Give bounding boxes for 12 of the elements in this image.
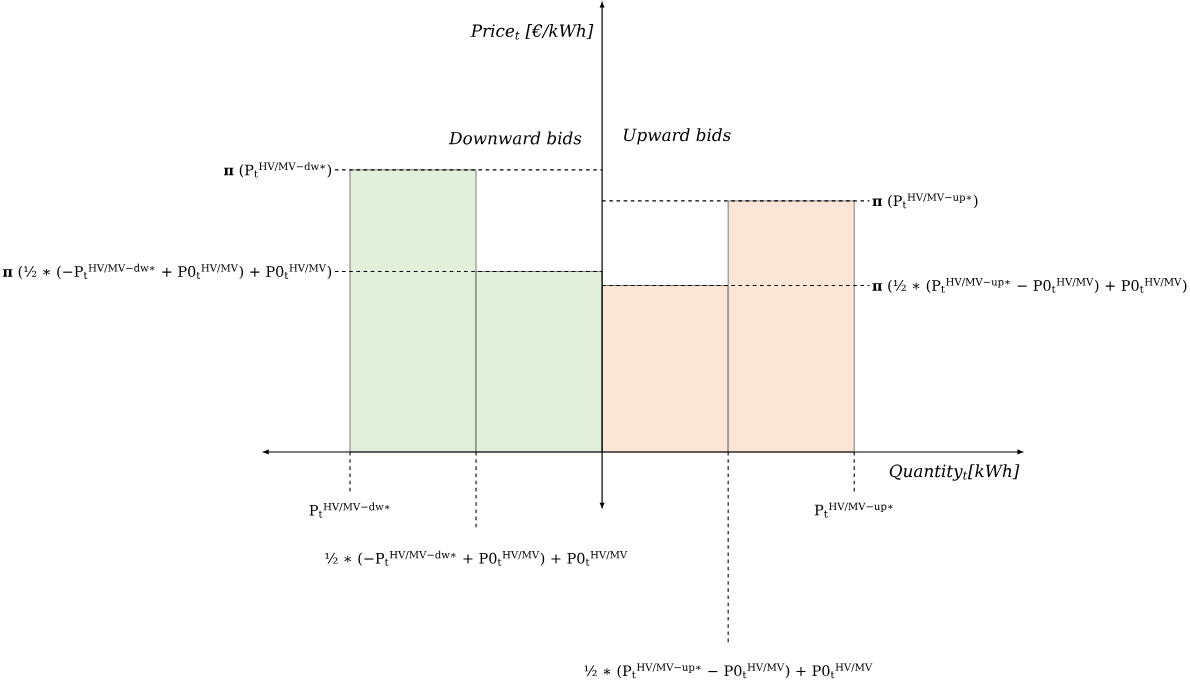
text: Upward bids — [624, 128, 731, 145]
text: π (½ ∗ (−P$_{t}$$^{HV/MV−dw∗}$ + P0$_{t}$$^{HV/MV}$) + P0$_{t}$$^{HV/MV}$) — [2, 263, 332, 279]
x-axis-title: Quantity$_{t}$[kWh] — [889, 464, 1020, 481]
text: ½ ∗ (P$_{t}$$^{HV/MV−up∗}$ − P0$_{t}$$^{HV/MV}$) + P0$_{t}$HV/MV — [584, 663, 873, 679]
text: Downward bids — [448, 131, 582, 145]
ref-line-label: π (P$_{t}$$^{HV/MV−up∗}$) — [872, 193, 978, 209]
text: ½ ∗ (−P$_{t}$$^{HV/MV−dw∗}$ + P0$_{t}$$^{HV/MV}$) + P0$_{t}$HV/MV — [325, 550, 628, 566]
text: P$_{t}$HV/MV−up∗ — [814, 502, 893, 518]
text: π (½ ∗ (P$_{t}$$^{HV/MV−up∗}$ − P0$_{t}$$^{HV/MV}$) + P0$_{t}$$^{HV/MV}$) — [872, 278, 1187, 293]
text: P$_{t}$HV/MV−dw∗ — [309, 502, 390, 518]
text: Price$_{t}$ [€/kWh] — [470, 23, 594, 40]
ref-line-label: π (P$_{t}$$^{HV/MV−dw∗}$) — [223, 162, 332, 178]
